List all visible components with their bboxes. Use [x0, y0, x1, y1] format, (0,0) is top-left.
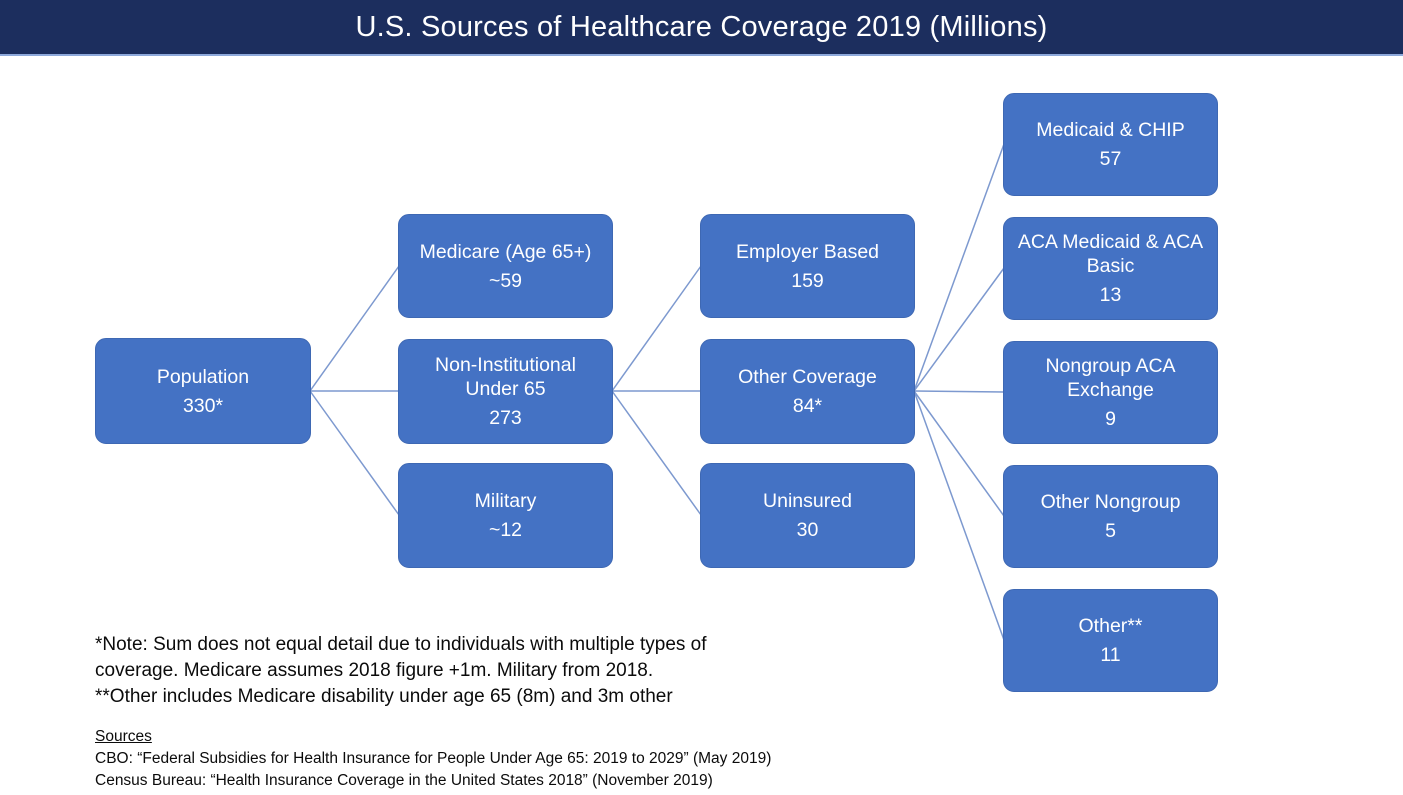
- page-title: U.S. Sources of Healthcare Coverage 2019…: [355, 10, 1048, 43]
- source-cbo: CBO: “Federal Subsidies for Health Insur…: [95, 750, 772, 767]
- sources-block: Sources CBO: “Federal Subsidies for Heal…: [95, 726, 835, 792]
- node-label: Employer Based: [735, 240, 880, 263]
- node-other-coverage: Other Coverage 84*: [700, 339, 915, 444]
- node-value: 330*: [182, 394, 224, 417]
- footnote-other-definition: **Other includes Medicare disability und…: [95, 686, 673, 707]
- title-bar: U.S. Sources of Healthcare Coverage 2019…: [0, 0, 1403, 56]
- node-value: ~12: [488, 519, 523, 542]
- sources-heading: Sources: [95, 728, 152, 745]
- node-label: Other Nongroup: [1040, 491, 1181, 514]
- node-label: Medicaid & CHIP: [1036, 119, 1185, 142]
- node-label: Other**: [1078, 615, 1143, 638]
- connector-other-coverage-other-nongroup: [913, 390, 1005, 517]
- node-label: Population: [156, 365, 250, 388]
- connector-other-coverage-other: [913, 390, 1005, 641]
- node-medicare-65: Medicare (Age 65+) ~59: [398, 214, 613, 318]
- node-nongroup-aca-exchange: Nongroup ACA Exchange 9: [1003, 341, 1218, 444]
- node-value: 273: [489, 407, 522, 430]
- node-non-institutional: Non-Institutional Under 65 273: [398, 339, 613, 444]
- node-population: Population 330*: [95, 338, 311, 444]
- node-uninsured: Uninsured 30: [700, 463, 915, 568]
- node-value: 5: [1105, 520, 1116, 543]
- node-label: Military: [474, 490, 537, 513]
- node-label: ACA Medicaid & ACA Basic: [1017, 231, 1204, 278]
- node-label: Other Coverage: [738, 366, 877, 389]
- connector-non-institutional-uninsured: [611, 390, 702, 516]
- connector-non-institutional-employer-based: [611, 265, 702, 392]
- node-label: Medicare (Age 65+): [419, 240, 592, 263]
- connector-population-medicare: [309, 265, 400, 392]
- node-military: Military ~12: [398, 463, 613, 568]
- node-value: ~59: [488, 269, 523, 292]
- node-value: 159: [791, 269, 824, 292]
- connector-other-coverage-aca-medicaid-basic: [913, 267, 1005, 392]
- node-value: 57: [1099, 148, 1122, 171]
- node-other-nongroup: Other Nongroup 5: [1003, 465, 1218, 568]
- node-value: 84*: [792, 395, 823, 418]
- node-label: Uninsured: [763, 490, 852, 513]
- node-value: 30: [796, 519, 819, 542]
- node-employer-based: Employer Based 159: [700, 214, 915, 318]
- connector-other-coverage-nongroup-aca-exchange: [913, 390, 1005, 393]
- node-other: Other** 11: [1003, 589, 1218, 692]
- connector-population-military: [309, 390, 400, 516]
- node-value: 9: [1105, 408, 1116, 431]
- node-aca-medicaid-basic: ACA Medicaid & ACA Basic 13: [1003, 217, 1218, 320]
- node-value: 11: [1100, 644, 1121, 667]
- node-label: Nongroup ACA Exchange: [1045, 355, 1176, 402]
- node-label: Non-Institutional Under 65: [435, 354, 576, 401]
- node-value: 13: [1099, 284, 1122, 307]
- source-census-bureau: Census Bureau: “Health Insurance Coverag…: [95, 772, 713, 789]
- footnotes: *Note: Sum does not equal detail due to …: [95, 632, 757, 710]
- node-medicaid-chip: Medicaid & CHIP 57: [1003, 93, 1218, 196]
- footnote-multiple-coverage: *Note: Sum does not equal detail due to …: [95, 634, 707, 681]
- connector-other-coverage-medicaid-chip: [913, 143, 1005, 392]
